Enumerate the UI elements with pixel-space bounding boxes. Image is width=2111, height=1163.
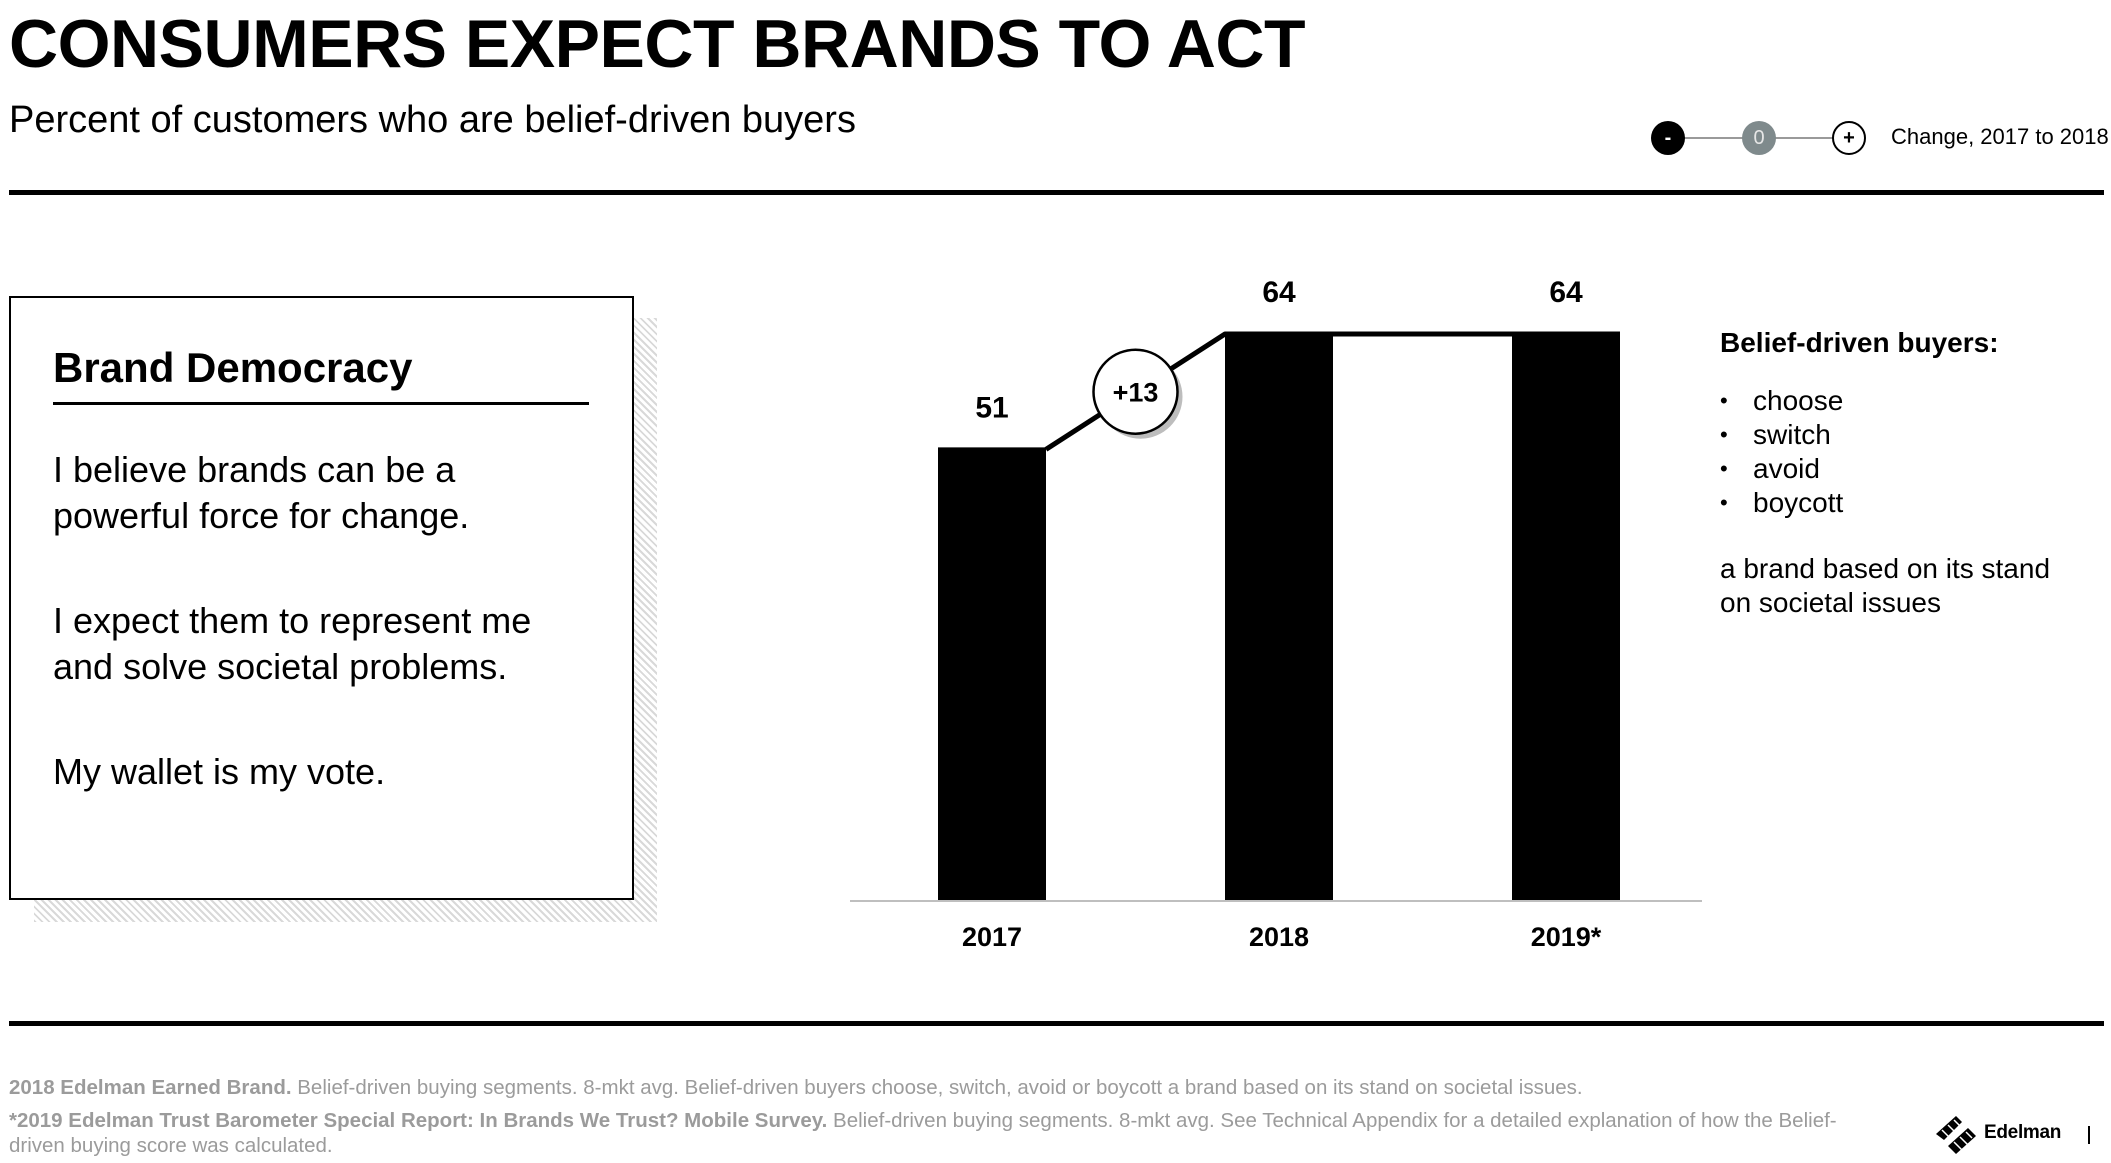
side-list-item: choose (1720, 384, 2100, 418)
chart-category-label: 2017 (962, 922, 1022, 952)
side-list-item: avoid (1720, 452, 2100, 486)
card-title-underline (53, 402, 589, 405)
logo-divider (2088, 1126, 2090, 1144)
chart-category-label: 2019* (1531, 922, 1602, 952)
card-statement-1: I believe brands can be a powerful force… (53, 449, 470, 536)
change-bubble (1092, 348, 1179, 435)
chart-bar-2017 (938, 447, 1046, 900)
edelman-logo-wordmark: Edelman (1984, 1122, 2062, 1143)
chart-bar-2018 (1225, 332, 1333, 900)
card-title: Brand Democracy (53, 344, 413, 391)
footer-source-1-text: Belief-driven buying segments. 8-mkt avg… (291, 1076, 1583, 1099)
edelman-logo: Edelman (1932, 1110, 2072, 1158)
legend-zero-dot: 0 (1742, 121, 1776, 155)
side-note: a brand based on its stand on societal i… (1720, 552, 2051, 618)
card-statement-2: I expect them to represent me and solve … (53, 600, 532, 687)
side-list: choose switch avoid boycott (1720, 384, 2100, 520)
footer-source-2: *2019 Edelman Trust Barometer Special Re… (9, 1108, 1839, 1158)
footer-source-1: 2018 Edelman Earned Brand. Belief-driven… (9, 1075, 1809, 1100)
side-title: Belief-driven buyers: (1720, 327, 1999, 358)
chart-data-label: 51 (975, 391, 1008, 424)
change-legend: - 0 + Change, 2017 to 2018 (1648, 118, 2110, 158)
legend-label: Change, 2017 to 2018 (1891, 124, 2109, 149)
chart-bar-2019* (1512, 332, 1620, 900)
footer-source-2-text: Belief-driven buying segments. 8-mkt avg… (9, 1109, 1837, 1157)
brand-democracy-card: Brand Democracy I believe brands can be … (9, 296, 634, 900)
page-title: CONSUMERS EXPECT BRANDS TO ACT (9, 6, 1306, 82)
page-subtitle: Percent of customers who are belief-driv… (9, 99, 856, 141)
edelman-logo-icon (1936, 1116, 1976, 1154)
legend-negative-dot: - (1651, 121, 1685, 155)
legend-positive-dot: + (1832, 121, 1866, 155)
footer-divider (9, 1021, 2104, 1026)
side-list-item: boycott (1720, 486, 2100, 520)
footer-source-2-title: *2019 Edelman Trust Barometer Special Re… (9, 1109, 828, 1132)
chart-data-label: 64 (1549, 276, 1583, 309)
chart-data-label: 64 (1262, 276, 1296, 309)
header-divider (9, 190, 2104, 195)
card-statement-3: My wallet is my vote. (53, 751, 386, 792)
side-list-item: switch (1720, 418, 2100, 452)
chart-category-label: 2018 (1249, 922, 1309, 952)
change-bubble-label: +13 (1113, 378, 1159, 408)
footer-source-1-title: 2018 Edelman Earned Brand. (9, 1076, 292, 1099)
side-notes: Belief-driven buyers: choose switch avoi… (1720, 326, 2100, 620)
belief-driven-bar-chart: 51 64 64 2017 2018 2019* +13 (850, 276, 1702, 952)
